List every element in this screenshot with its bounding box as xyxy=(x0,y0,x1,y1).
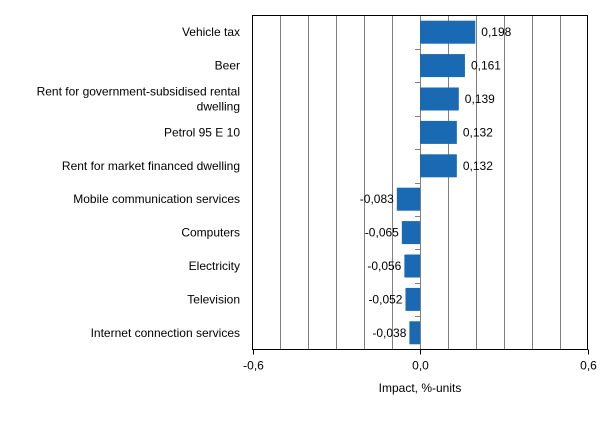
bar xyxy=(404,254,420,278)
value-label: -0,056 xyxy=(367,259,401,273)
x-tick-label: 0,6 xyxy=(580,359,597,373)
x-axis-ticks: -0,6 0,0 0,6 xyxy=(243,349,597,373)
category-labels: Vehicle tax Beer Rent for government-subsi… xyxy=(37,25,241,340)
category-label: Vehicle tax xyxy=(182,25,240,39)
value-label: 0,139 xyxy=(465,92,495,106)
value-label: 0,132 xyxy=(463,125,493,139)
x-tick-label: -0,6 xyxy=(243,359,264,373)
bar xyxy=(420,20,476,44)
value-label: -0,038 xyxy=(372,326,406,340)
x-axis-label: Impact, %-units xyxy=(379,381,462,395)
x-tick-label: 0,0 xyxy=(412,359,429,373)
category-label: Petrol 95 E 10 xyxy=(164,125,240,139)
bar xyxy=(420,54,465,78)
value-label: -0,052 xyxy=(368,292,402,306)
bar xyxy=(405,287,420,311)
category-label: Electricity xyxy=(189,259,240,273)
bar xyxy=(420,87,459,111)
bar xyxy=(409,321,420,345)
bar xyxy=(401,221,420,245)
value-label: 0,198 xyxy=(481,25,511,39)
value-label: 0,161 xyxy=(471,59,501,73)
category-label: Beer xyxy=(215,59,240,73)
category-label: dwelling xyxy=(197,100,240,114)
bar xyxy=(420,154,457,178)
bar xyxy=(396,187,420,211)
value-label: -0,083 xyxy=(360,192,394,206)
bar xyxy=(420,120,457,144)
category-label: Mobile communication services xyxy=(73,192,240,206)
category-label: Computers xyxy=(181,226,240,240)
category-label: Rent for government-subsidised rental xyxy=(37,85,240,99)
value-labels: 0,198 0,161 0,139 0,132 0,132 -0,083 -0,065 -0,… xyxy=(360,25,512,340)
bars xyxy=(396,20,476,345)
value-label: -0,065 xyxy=(365,226,399,240)
category-label: Internet connection services xyxy=(91,326,240,340)
category-label: Television xyxy=(187,292,240,306)
value-label: 0,132 xyxy=(463,159,493,173)
category-label: Rent for market financed dwelling xyxy=(62,159,240,173)
